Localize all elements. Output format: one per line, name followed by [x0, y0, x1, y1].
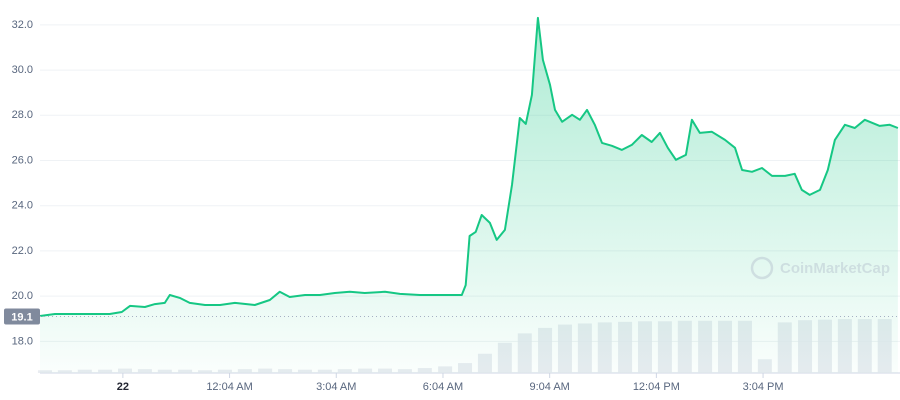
y-tick-label: 24.0	[12, 200, 33, 212]
x-tick-label: 12:04 PM	[633, 381, 680, 393]
x-tick-label: 22	[117, 381, 129, 393]
baseline-label: 19.1	[11, 311, 32, 323]
x-tick-label: 12:04 AM	[206, 381, 252, 393]
y-tick-label: 28.0	[12, 109, 33, 121]
watermark-logo	[750, 256, 774, 280]
x-tick-label: 3:04 AM	[316, 381, 356, 393]
y-tick-label: 18.0	[12, 335, 33, 347]
watermark-group: CoinMarketCap	[750, 256, 890, 280]
baseline-tag	[4, 308, 40, 325]
x-tick-label: 6:04 AM	[423, 381, 463, 393]
y-tick-label: 26.0	[12, 154, 33, 166]
watermark: CoinMarketCap	[780, 260, 890, 277]
price-line	[39, 16, 899, 317]
x-tick-label: 3:04 PM	[743, 381, 784, 393]
area	[40, 17, 898, 374]
y-tick-label: 20.0	[12, 290, 33, 302]
y-tick-label: 32.0	[12, 19, 33, 31]
x-tick-label: 9:04 AM	[529, 381, 569, 393]
y-tick-label: 22.0	[12, 245, 33, 257]
y-tick-label: 30.0	[12, 64, 33, 76]
